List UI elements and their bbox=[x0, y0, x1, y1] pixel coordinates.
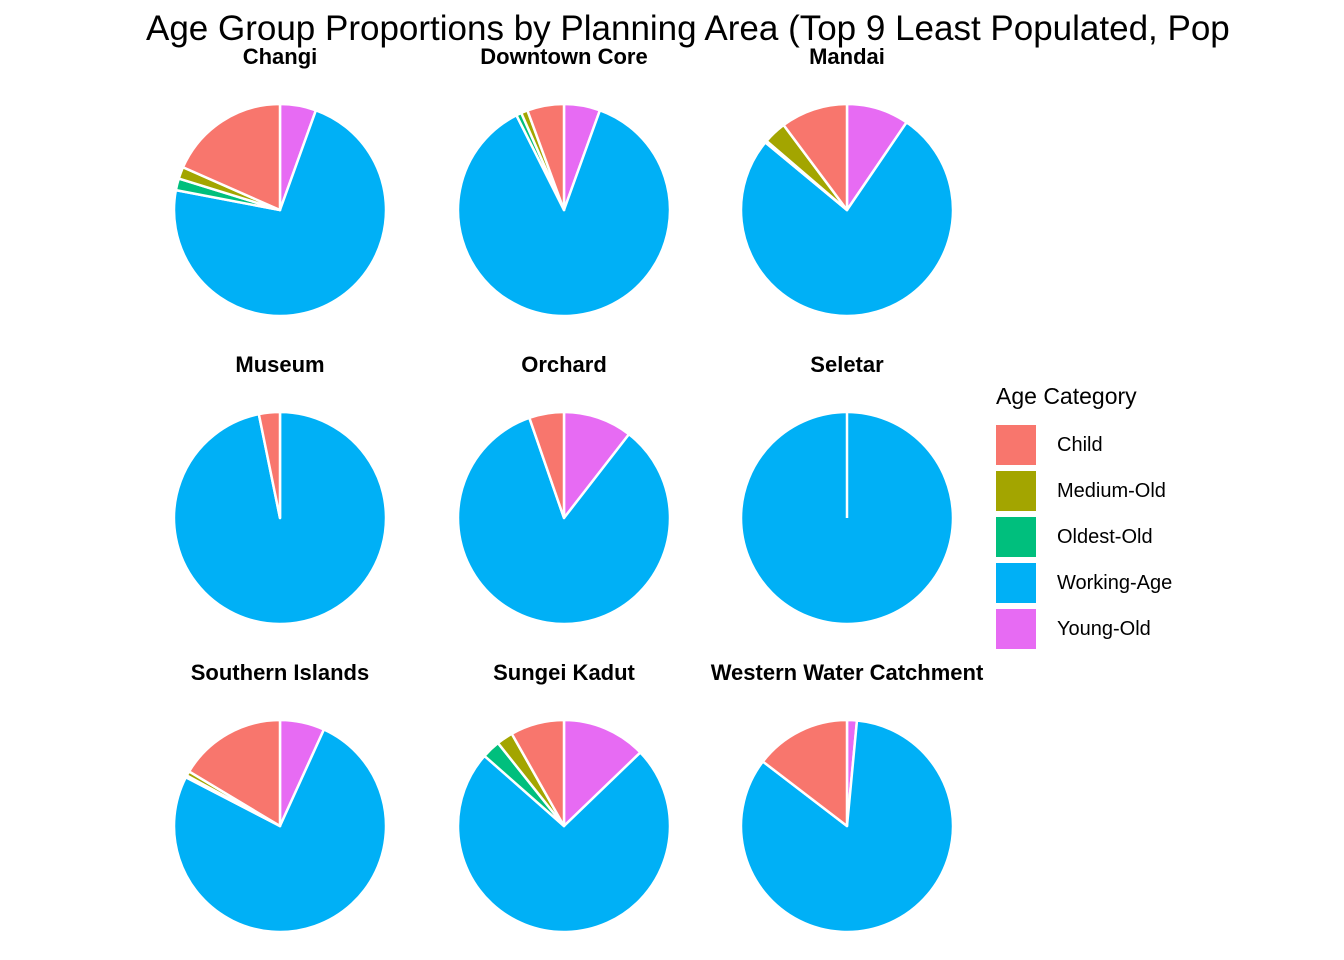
pie-downtown-core: Downtown Core bbox=[456, 44, 672, 318]
slice-changi-working-age bbox=[172, 109, 388, 318]
legend-item-oldest-old: Oldest-Old bbox=[996, 514, 1172, 560]
legend-label: Young-Old bbox=[1057, 617, 1151, 640]
pie-western-water-catchment: Western Water Catchment bbox=[711, 660, 984, 934]
legend-key bbox=[996, 563, 1036, 603]
legend-label: Medium-Old bbox=[1057, 479, 1166, 502]
facet-label: Sungei Kadut bbox=[493, 660, 635, 685]
facet-label: Western Water Catchment bbox=[711, 660, 984, 685]
facet-label: Museum bbox=[235, 352, 324, 377]
pie-changi: Changi bbox=[172, 44, 388, 318]
slice-orchard-child bbox=[528, 410, 566, 520]
pie-mandai: Mandai bbox=[739, 44, 955, 318]
legend: Age Category Child Medium-Old Oldest-Old Wo… bbox=[996, 382, 1172, 652]
slice-sungei-kadut-young-old bbox=[562, 718, 642, 828]
slice-orchard-working-age bbox=[456, 416, 672, 626]
pie-seletar: Seletar bbox=[739, 352, 955, 626]
slice-downtown-core-child bbox=[526, 102, 566, 212]
slice-orchard-young-old bbox=[562, 410, 631, 520]
facet-label: Southern Islands bbox=[191, 660, 369, 685]
legend-key bbox=[996, 425, 1036, 465]
slice-changi-child bbox=[181, 102, 282, 212]
pie-sungei-kadut: Sungei Kadut bbox=[456, 660, 672, 934]
slice-sungei-kadut-child bbox=[510, 718, 566, 828]
pie-southern-islands: Southern Islands bbox=[172, 660, 388, 934]
legend-label: Oldest-Old bbox=[1057, 525, 1153, 548]
slice-southern-islands-working-age bbox=[172, 728, 388, 934]
slice-western-water-catchment-child bbox=[761, 718, 849, 828]
legend-title: Age Category bbox=[996, 383, 1137, 409]
slice-southern-islands-child bbox=[187, 718, 282, 828]
slice-mandai-working-age bbox=[739, 121, 955, 318]
pie-museum: Museum bbox=[172, 352, 388, 626]
legend-item-working-age: Working-Age bbox=[996, 560, 1172, 606]
slice-sungei-kadut-working-age bbox=[456, 751, 672, 934]
facet-label: Changi bbox=[243, 44, 318, 69]
slice-downtown-core-working-age bbox=[456, 109, 672, 318]
slice-mandai-child bbox=[782, 102, 849, 212]
pie-orchard: Orchard bbox=[456, 352, 672, 626]
legend-items: Child Medium-Old Oldest-Old Working-Age Youn… bbox=[996, 422, 1172, 652]
legend-item-young-old: Young-Old bbox=[996, 606, 1172, 652]
legend-key bbox=[996, 517, 1036, 557]
chart-title: Age Group Proportions by Planning Area (… bbox=[146, 9, 1230, 48]
legend-key bbox=[996, 609, 1036, 649]
legend-key bbox=[996, 471, 1036, 511]
legend-label: Child bbox=[1057, 433, 1103, 456]
legend-item-medium-old: Medium-Old bbox=[996, 468, 1172, 514]
facet-label: Downtown Core bbox=[480, 44, 647, 69]
slice-museum-child bbox=[257, 410, 282, 520]
facet-label: Seletar bbox=[810, 352, 884, 377]
legend-label: Working-Age bbox=[1057, 571, 1173, 594]
facet-label: Mandai bbox=[809, 44, 885, 69]
facet-label: Orchard bbox=[521, 352, 607, 377]
pie-grid: Changi Downtown Core Mandai Museum Orchard Se… bbox=[172, 44, 984, 934]
legend-item-child: Child bbox=[996, 422, 1172, 468]
